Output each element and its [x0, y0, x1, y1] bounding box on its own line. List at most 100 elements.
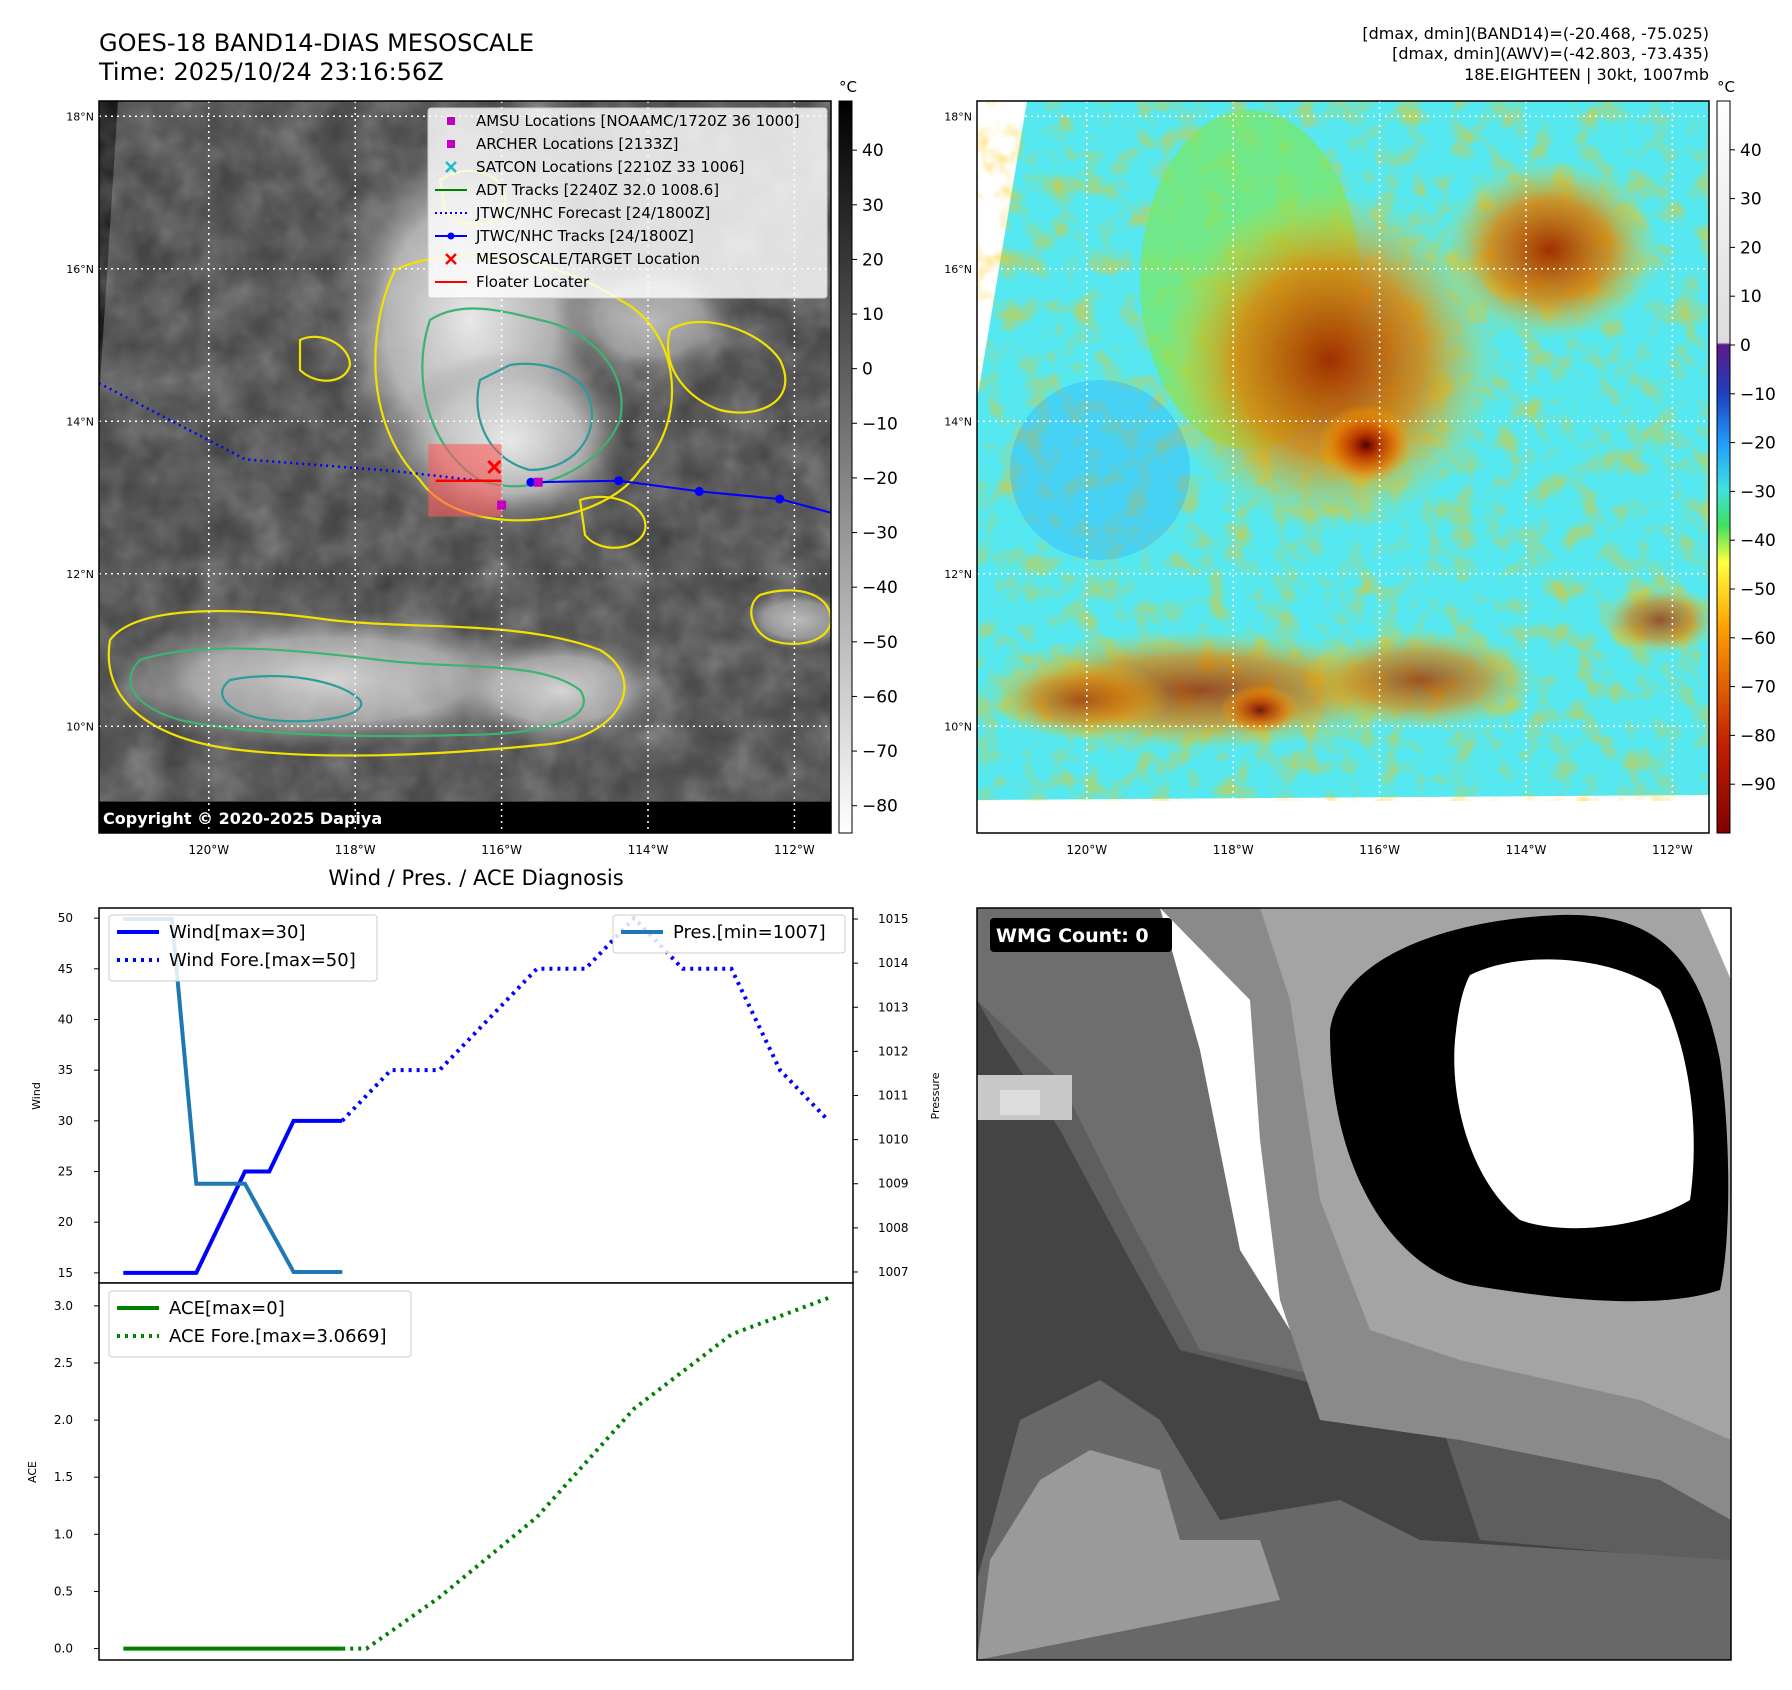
- wmg-count-label: WMG Count: 0: [996, 925, 1149, 947]
- legend-label: ACE[max=0]: [169, 1298, 285, 1319]
- colorbar-tick-label: −30: [862, 524, 898, 544]
- colorbar-tick-label: 0: [862, 360, 873, 380]
- ace-y-ticks: 3.0 2.5 2.0 1.5 1.0 0.5 0.0: [54, 1299, 99, 1656]
- wind-pressure-chart: Wind / Pres. / ACE Diagnosis 50 45 40 35 30 2…: [30, 866, 942, 1284]
- legend-marker: [447, 117, 455, 125]
- lon-tick-label: 120°W: [1066, 843, 1107, 857]
- y-tick-label: 3.0: [54, 1299, 73, 1313]
- colorbar-tick-label: −40: [862, 578, 898, 598]
- colorbar-tick-label: −70: [1740, 678, 1776, 698]
- legend-label: JTWC/NHC Forecast [24/1800Z]: [475, 204, 710, 222]
- colorbar-tick-label: −60: [1740, 629, 1776, 649]
- amsu-location-marker: [497, 500, 507, 510]
- target-location-marker: [487, 459, 502, 475]
- legend-label: ADT Tracks [2240Z 32.0 1008.6]: [476, 181, 719, 199]
- colorbar-tick-label: −80: [1740, 726, 1776, 746]
- best-track-point: [526, 477, 536, 487]
- y-tick-label: 0.0: [54, 1642, 73, 1656]
- lat-tick-label: 10°N: [66, 720, 94, 733]
- legend-label: ARCHER Locations [2133Z]: [476, 135, 679, 153]
- colorbar-left-unit: °C: [839, 78, 857, 96]
- colorbar-tick-label: −80: [862, 797, 898, 817]
- y-tick-label: 1.5: [54, 1470, 73, 1484]
- legend-frame: [427, 107, 828, 299]
- legend-label: Floater Locater: [476, 273, 590, 291]
- lat-tick-label: 18°N: [66, 110, 94, 123]
- colorbar-tick-label: −20: [1740, 434, 1776, 454]
- lat-tick-label: 14°N: [944, 415, 972, 428]
- legend-label: AMSU Locations [NOAAMC/1720Z 36 1000]: [476, 112, 800, 130]
- legend-label: JTWC/NHC Tracks [24/1800Z]: [475, 227, 694, 245]
- series-line: [123, 1118, 343, 1275]
- cloud-contours: [107, 169, 831, 757]
- wind-y-ticks: 50 45 40 35 30 25 20 15: [58, 911, 99, 1280]
- y-right-tick-label: 1007: [878, 1265, 909, 1279]
- lat-tick-label: 16°N: [944, 263, 972, 276]
- lon-tick-label: 118°W: [1213, 843, 1254, 857]
- pressure-y-ticks: 1015 1014 1013 1012 1011 1010 1009 1008 1007: [853, 912, 909, 1279]
- lon-tick-label: 118°W: [335, 843, 376, 857]
- colorbar-tick-label: −50: [862, 633, 898, 653]
- y-tick-label: 50: [58, 911, 73, 925]
- diagnosis-chart-title: Wind / Pres. / ACE Diagnosis: [328, 866, 623, 890]
- color-map-lat-labels: 18°N 16°N 14°N 12°N 10°N: [944, 110, 972, 733]
- legend-label: Pres.[min=1007]: [673, 922, 826, 943]
- colorbar-right-ticks: 40 30 20 10 0 −10 −20 −30 −40 −50 −60 −70 −80 −90: [1730, 141, 1776, 795]
- legend-label: SATCON Locations [2210Z 33 1006]: [476, 158, 744, 176]
- legend-marker-dot: [447, 232, 455, 240]
- title-line-1: GOES-18 BAND14-DIAS MESOSCALE: [99, 29, 534, 57]
- ace-y-label: ACE: [26, 1461, 39, 1483]
- colorbar-right: [1716, 100, 1731, 834]
- colorbar-tick-label: 30: [1740, 190, 1762, 210]
- series-line: [342, 1295, 830, 1651]
- legend-frame: [108, 1290, 412, 1358]
- best-track-point: [775, 494, 785, 504]
- y-right-tick-label: 1013: [878, 1000, 909, 1014]
- colorbar-tick-label: −40: [1740, 531, 1776, 551]
- pressure-y-label: Pressure: [929, 1072, 942, 1119]
- y-tick-label: 40: [58, 1012, 73, 1026]
- lon-tick-label: 116°W: [481, 843, 522, 857]
- colorbar-tick-label: 40: [1740, 141, 1762, 161]
- ace-series-group: [123, 1295, 830, 1651]
- y-tick-label: 2.0: [54, 1413, 73, 1427]
- lon-tick-label: 112°W: [1652, 843, 1693, 857]
- colorbar-tick-label: 20: [862, 250, 884, 270]
- y-right-tick-label: 1010: [878, 1133, 909, 1147]
- y-right-tick-label: 1012: [878, 1044, 909, 1058]
- lon-tick-label: 114°W: [1506, 843, 1547, 857]
- wind-legend: Wind[max=30] Wind Fore.[max=50]: [108, 914, 378, 982]
- lon-tick-label: 112°W: [774, 843, 815, 857]
- y-right-tick-label: 1009: [878, 1177, 909, 1191]
- y-tick-label: 1.0: [54, 1527, 73, 1541]
- best-track-points: [526, 476, 785, 504]
- legend-marker: [447, 140, 455, 148]
- ir-map-panel: Copyright © 2020-2025 Dapiya AMSU Locati…: [66, 78, 898, 857]
- colorbar-tick-label: −90: [1740, 775, 1776, 795]
- lon-tick-label: 114°W: [628, 843, 669, 857]
- y-tick-label: 2.5: [54, 1356, 73, 1370]
- pressure-legend: Pres.[min=1007]: [612, 914, 846, 954]
- y-tick-label: 30: [58, 1114, 73, 1128]
- legend-frame: [612, 914, 846, 954]
- y-tick-label: 0.5: [54, 1584, 73, 1598]
- colorbar-tick-label: 40: [862, 141, 884, 161]
- legend-label: Wind Fore.[max=50]: [169, 950, 356, 971]
- colorbar-tick-label: 10: [1740, 287, 1762, 307]
- colorbar-tick-label: 0: [1740, 336, 1751, 356]
- y-tick-label: 15: [58, 1266, 73, 1280]
- lat-tick-label: 10°N: [944, 720, 972, 733]
- info-line-1: [dmax, dmin](BAND14)=(-20.468, -75.025): [1362, 24, 1709, 43]
- colorbar-tick-label: 30: [862, 196, 884, 216]
- archer-location-marker: [533, 477, 543, 487]
- y-right-tick-label: 1015: [878, 912, 909, 926]
- colorbar-left: [838, 100, 853, 834]
- info-line-2: [dmax, dmin](AWV)=(-42.803, -73.435): [1392, 44, 1709, 63]
- legend-label: MESOSCALE/TARGET Location: [476, 250, 700, 268]
- color-map-grid: [977, 101, 1709, 833]
- wmg-panel: WMG Count: 0: [976, 907, 1732, 1661]
- lat-tick-label: 18°N: [944, 110, 972, 123]
- colorbar-tick-label: −20: [862, 469, 898, 489]
- color-map-panel: 18°N 16°N 14°N 12°N 10°N 120°W 118°W 116°W 114°…: [944, 78, 1776, 857]
- y-right-tick-label: 1008: [878, 1221, 909, 1235]
